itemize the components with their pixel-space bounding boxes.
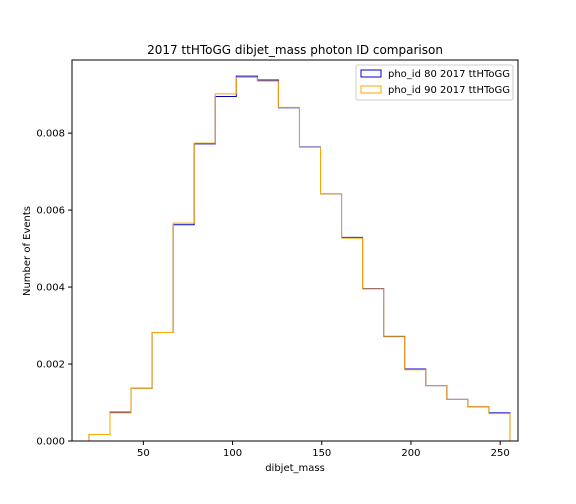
x-tick-label: 150 bbox=[312, 448, 331, 459]
y-tick-label: 0.000 bbox=[36, 437, 65, 448]
x-tick-label: 50 bbox=[137, 448, 150, 459]
y-tick-label: 0.004 bbox=[36, 283, 65, 294]
y-axis-label: Number of Events bbox=[22, 206, 33, 296]
plot-frame bbox=[71, 59, 519, 442]
legend-label-2: pho_id 90 2017 ttHToGG bbox=[388, 85, 510, 96]
y-tick-label: 0.006 bbox=[36, 206, 65, 217]
series-step-line-2 bbox=[88, 76, 511, 441]
x-tick-label: 100 bbox=[223, 448, 242, 459]
y-axis: 0.000 0.002 0.004 0.006 0.008 bbox=[36, 129, 72, 448]
legend-swatch-2 bbox=[360, 85, 382, 94]
x-axis: 50 100 150 200 250 bbox=[137, 441, 510, 459]
x-axis-label: dibjet_mass bbox=[265, 463, 325, 474]
x-tick-label: 200 bbox=[401, 448, 420, 459]
plot-area bbox=[88, 75, 511, 441]
x-tick-label: 250 bbox=[491, 448, 510, 459]
legend-label-1: pho_id 80 2017 ttHToGG bbox=[388, 69, 510, 80]
legend: pho_id 80 2017 ttHToGG pho_id 90 2017 ttH… bbox=[355, 64, 514, 101]
chart-title: 2017 ttHToGG dibjet_mass photon ID compa… bbox=[147, 43, 443, 57]
legend-swatch-1 bbox=[360, 69, 382, 78]
y-tick-label: 0.008 bbox=[36, 129, 65, 140]
y-tick-label: 0.002 bbox=[36, 360, 65, 371]
legend-box bbox=[355, 64, 514, 101]
